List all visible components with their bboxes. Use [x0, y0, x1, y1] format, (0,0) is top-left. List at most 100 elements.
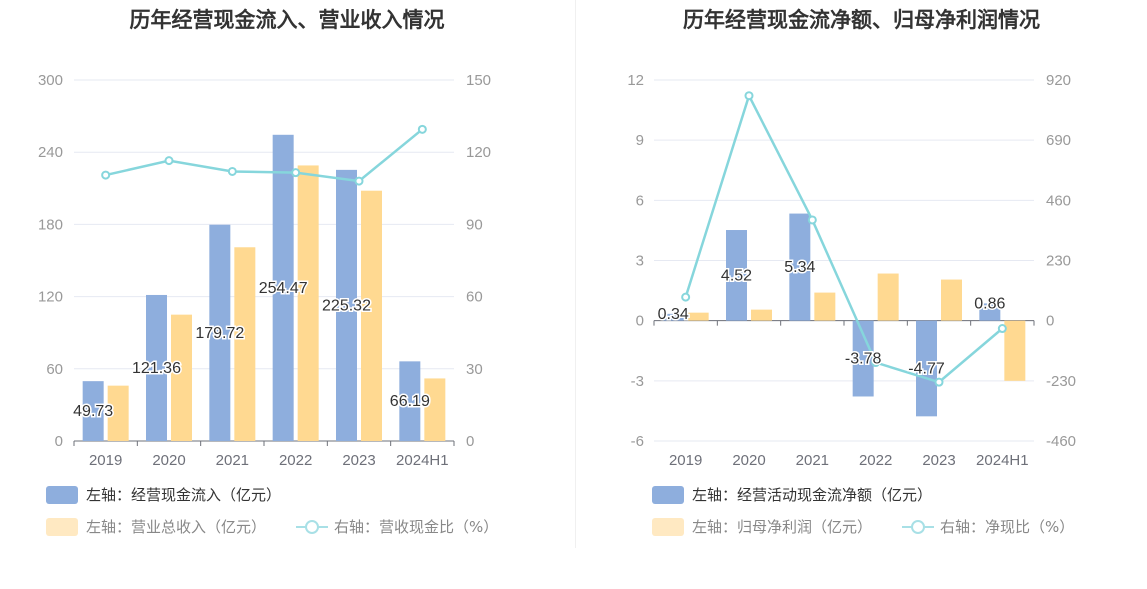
- legend-item-net-profit[interactable]: 左轴：归母净利润（亿元）: [652, 516, 872, 537]
- legend-label: 左轴：经营现金流入（亿元）: [86, 486, 282, 504]
- bar-secondary: [1004, 320, 1026, 381]
- line-point: [681, 292, 691, 302]
- y-left-tick-label: 0: [636, 313, 644, 330]
- line-point: [101, 170, 111, 180]
- bar-secondary: [687, 312, 709, 321]
- y-right-tick-label: 120: [466, 144, 491, 161]
- y-right-tick-label: 690: [1046, 132, 1071, 149]
- chart-plot-area: 0 60 120 180 240 300 0 30 60 90 120 150 2019 2020 2021…: [38, 72, 491, 469]
- data-label: 4.52: [721, 267, 752, 284]
- line-point: [354, 176, 364, 186]
- chart-panel-netcash-profit: 历年经营现金流净额、归母净利润情况 -6 -3 0 3 6 9 12 -460 -230 0 230…: [576, 0, 1147, 560]
- y-left-tick-label: 6: [636, 192, 644, 209]
- data-label: 49.73: [73, 403, 113, 420]
- line-point: [291, 168, 301, 178]
- x-tick-label: 2020: [152, 452, 185, 469]
- bar-secondary: [751, 309, 772, 321]
- y-right-tick-label: -460: [1046, 433, 1076, 450]
- y-right-tick-label: -230: [1046, 373, 1076, 390]
- legend-label: 右轴：营收现金比（%）: [334, 518, 499, 536]
- y-left-tick-label: 120: [38, 289, 63, 306]
- legend-line-marker-icon: [296, 518, 328, 536]
- x-tick-label: 2021: [216, 452, 249, 469]
- data-label: 5.34: [784, 259, 815, 276]
- chart-title: 历年经营现金流入、营业收入情况: [129, 8, 445, 32]
- legend-item-net-cashflow[interactable]: 左轴：经营活动现金流净额（亿元）: [652, 484, 932, 505]
- data-label: 254.47: [259, 280, 308, 297]
- x-tick-label: 2022: [859, 452, 892, 469]
- legend-item-inflow[interactable]: 左轴：经营现金流入（亿元）: [46, 484, 281, 505]
- line-point: [227, 166, 237, 176]
- legend-swatch-blue: [46, 485, 78, 504]
- data-label: 66.19: [390, 393, 430, 410]
- legend-swatch-yellow: [652, 517, 684, 536]
- bar-primary: [979, 303, 1001, 321]
- y-right-tick-label: 30: [466, 361, 483, 378]
- data-label: 0.86: [974, 295, 1005, 312]
- chart-title: 历年经营现金流净额、归母净利润情况: [683, 8, 1040, 32]
- bar-secondary: [361, 190, 382, 441]
- bar-primary: [726, 230, 747, 321]
- bar-secondary: [171, 314, 192, 441]
- bar-primary: [82, 381, 104, 441]
- y-right-tick-label: 460: [1046, 192, 1071, 209]
- bar-primary: [916, 320, 937, 417]
- line-point: [744, 91, 754, 101]
- y-right-tick-label: 60: [466, 289, 483, 306]
- y-left-tick-label: 3: [636, 253, 644, 270]
- y-right-tick-label: 150: [466, 72, 491, 89]
- y-right-tick-label: 0: [1046, 313, 1054, 330]
- bar-primary: [209, 224, 231, 441]
- x-tick-label: 2020: [732, 452, 765, 469]
- line-point: [934, 377, 944, 387]
- data-label: -3.78: [845, 351, 882, 368]
- y-left-tick-label: 0: [55, 433, 63, 450]
- chart-plot-area: -6 -3 0 3 6 9 12 -460 -230 0 230 460 690 920 2019 2020 2…: [627, 72, 1076, 469]
- line-point: [164, 156, 174, 166]
- line-point: [871, 358, 881, 368]
- line-point: [807, 215, 817, 225]
- line-point: [417, 124, 427, 134]
- y-right-tick-label: 920: [1046, 72, 1071, 89]
- bar-secondary: [234, 247, 256, 441]
- legend-label: 左轴：营业总收入（亿元）: [86, 518, 267, 536]
- bar-secondary: [941, 279, 962, 321]
- bar-secondary: [107, 385, 129, 441]
- bar-primary: [852, 320, 874, 397]
- bar-primary: [272, 134, 294, 441]
- legend-label: 左轴：经营活动现金流净额（亿元）: [692, 486, 933, 504]
- bar-secondary: [877, 273, 899, 321]
- line-point: [997, 324, 1007, 334]
- legend-item-ratio[interactable]: 右轴：营收现金比（%）: [296, 516, 498, 537]
- data-label: -4.77: [908, 360, 945, 377]
- data-label: 0.34: [658, 306, 689, 323]
- line-series: [105, 128, 424, 183]
- bar-primary: [336, 169, 357, 441]
- y-left-tick-label: 240: [38, 144, 63, 161]
- bar-secondary: [424, 378, 446, 441]
- y-right-tick-label: 90: [466, 216, 483, 233]
- bar-secondary: [814, 292, 836, 321]
- chart-panel-cashflow-revenue: 历年经营现金流入、营业收入情况 0 60 120 180 240 300 0 30 60 90 12…: [0, 0, 574, 560]
- panel-divider: [575, 0, 576, 548]
- y-left-tick-label: 60: [46, 361, 63, 378]
- y-left-tick-label: 12: [627, 72, 644, 89]
- legend-item-net-cash-ratio[interactable]: 右轴：净现比（%）: [902, 516, 1074, 537]
- x-tick-label: 2024H1: [976, 452, 1029, 469]
- x-tick-label: 2019: [669, 452, 702, 469]
- bar-secondary: [297, 165, 319, 442]
- y-left-tick-label: 300: [38, 72, 63, 89]
- legend-swatch-yellow: [46, 517, 78, 536]
- x-tick-label: 2023: [342, 452, 375, 469]
- y-left-tick-label: -6: [631, 433, 644, 450]
- legend-label: 左轴：归母净利润（亿元）: [692, 518, 873, 536]
- x-tick-label: 2024H1: [396, 452, 449, 469]
- bar-primary: [146, 294, 167, 441]
- data-label: 179.72: [195, 325, 244, 342]
- bar-primary: [399, 361, 421, 441]
- x-tick-label: 2023: [922, 452, 955, 469]
- legend-item-revenue[interactable]: 左轴：营业总收入（亿元）: [46, 516, 266, 537]
- x-tick-label: 2022: [279, 452, 312, 469]
- legend-swatch-blue: [652, 485, 684, 504]
- data-label: 225.32: [322, 297, 371, 314]
